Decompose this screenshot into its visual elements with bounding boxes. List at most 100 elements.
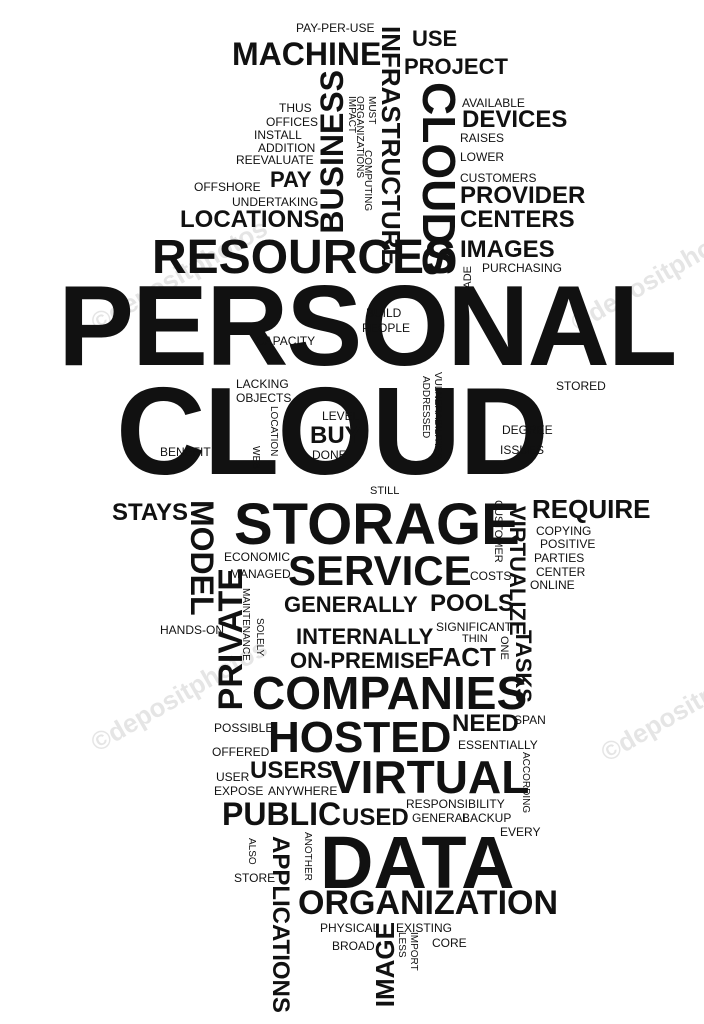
word-virtualize: VIRTUALIZE xyxy=(505,506,530,636)
word-machine: MACHINE xyxy=(232,36,382,72)
word-expose: EXPOSE xyxy=(214,784,264,798)
word-less: LESS xyxy=(396,932,407,958)
word-broad: BROAD xyxy=(332,939,375,953)
word-managed: MANAGED xyxy=(230,567,291,581)
word-customers: CUSTOMERS xyxy=(460,171,537,185)
word-buy: BUY xyxy=(310,422,361,449)
word-image: IMAGE xyxy=(370,922,400,1008)
word-internally: INTERNALLY xyxy=(296,624,434,649)
word-lower: LOWER xyxy=(460,150,505,164)
word-responsibility: RESPONSIBILITY xyxy=(406,797,505,811)
word-capacity: CAPACITY xyxy=(256,334,316,348)
word-positive: POSITIVE xyxy=(540,537,596,551)
word-devices: DEVICES xyxy=(462,106,568,133)
word-backup: BACKUP xyxy=(462,811,512,825)
word-provider: PROVIDER xyxy=(460,182,586,209)
word-available: AVAILABLE xyxy=(462,96,525,110)
word-purchasing: PURCHASING xyxy=(482,261,563,275)
word-web: WEB xyxy=(250,446,261,469)
word-possible: POSSIBLE xyxy=(214,721,274,735)
word-general: GENERAL xyxy=(412,811,470,825)
word-on-premise: ON-PREMISE xyxy=(290,648,430,673)
word-lacking: LACKING xyxy=(236,377,289,391)
word-reevaluate: REEVALUATE xyxy=(236,153,314,167)
word-cloud: CLOUD xyxy=(116,363,549,501)
word-import: IMPORT xyxy=(408,932,419,971)
word-done: DONE xyxy=(312,448,347,462)
word-use: USE xyxy=(412,26,458,51)
word-centers: CENTERS xyxy=(460,206,575,233)
word-stored: STORED xyxy=(556,379,606,393)
word-economic: ECONOMIC xyxy=(224,550,290,564)
word-span: SPAN xyxy=(514,713,546,727)
word-center: CENTER xyxy=(536,565,586,579)
watermark: ©depositphotos xyxy=(595,642,704,768)
word-thin: THIN xyxy=(462,633,488,645)
word-objects: OBJECTS xyxy=(236,391,292,405)
word-costs: COSTS xyxy=(470,569,512,583)
word-companies: COMPANIES xyxy=(252,667,528,719)
word-tasks: TASKS xyxy=(511,630,536,703)
word-vulnerabilities: VULNERABILITIES xyxy=(432,372,443,460)
word-also: ALSO xyxy=(246,838,257,865)
word-require: REQUIRE xyxy=(532,494,651,524)
word-need: NEED xyxy=(452,710,519,737)
word-copying: COPYING xyxy=(536,524,592,538)
word-hands-on: HANDS-ON xyxy=(160,623,225,637)
word-people: PEOPLE xyxy=(362,321,411,335)
word-physical: PHYSICAL xyxy=(320,921,380,935)
word-hosted: HOSTED xyxy=(268,713,452,762)
word-personal: PERSONAL xyxy=(58,263,677,390)
word-images: IMAGES xyxy=(460,236,555,263)
word-business: BUSINESS xyxy=(314,70,350,234)
word-customer: CUSTOMER xyxy=(492,500,504,563)
word-according: ACCORDING xyxy=(520,752,531,814)
word-user: USER xyxy=(216,770,250,784)
word-thus: THUS xyxy=(279,101,312,115)
word-addition: ADDITION xyxy=(258,141,316,155)
word-level: LEVEL xyxy=(322,409,360,423)
word-pay: PAY xyxy=(270,167,312,192)
word-storage: STORAGE xyxy=(234,492,520,557)
word-locations: LOCATIONS xyxy=(180,206,320,233)
word-organizations: ORGANIZATIONS xyxy=(354,96,365,179)
word-organization: ORGANIZATION xyxy=(298,884,559,922)
word-another: ANOTHER xyxy=(302,832,313,881)
word-generally: GENERALLY xyxy=(284,592,418,617)
word-clouds: CLOUDS xyxy=(413,82,465,277)
word-solely: SOLELY xyxy=(254,618,265,657)
word-service: SERVICE xyxy=(288,547,472,594)
word-build: BUILD xyxy=(366,306,402,320)
word-every: EVERY xyxy=(500,825,541,839)
word-infrastructure: INFRASTRUCTURE xyxy=(376,26,406,266)
word-undertaking: UNDERTAKING xyxy=(232,195,319,209)
word-pay-per-use: PAY-PER-USE xyxy=(296,21,375,35)
word-significant: SIGNIFICANT xyxy=(436,620,513,634)
word-computing: COMPUTING xyxy=(362,150,373,212)
word-pools: POOLS xyxy=(430,590,515,617)
word-essentially: ESSENTIALLY xyxy=(458,738,538,752)
word-online: ONLINE xyxy=(530,578,575,592)
word-addressed: ADDRESSED xyxy=(420,376,431,439)
word-resources: RESOURCES xyxy=(152,231,457,284)
word-offices: OFFICES xyxy=(266,115,319,129)
word-parties: PARTIES xyxy=(534,551,585,565)
word-stays: STAYS xyxy=(112,499,189,526)
word-maintenance: MAINTENANCE xyxy=(240,588,251,661)
word-impact: IMPACT xyxy=(346,96,357,134)
word-benefit: BENEFIT xyxy=(160,445,211,459)
word-project: PROJECT xyxy=(404,54,508,79)
word-core: CORE xyxy=(432,936,467,950)
word-must: MUST xyxy=(366,96,377,125)
word-offered: OFFERED xyxy=(212,745,270,759)
word-used: USED xyxy=(342,804,409,831)
word-anywhere: ANYWHERE xyxy=(268,784,338,798)
word-model: MODEL xyxy=(184,500,220,616)
word-one: ONE xyxy=(498,636,510,660)
word-fact: FACT xyxy=(428,642,496,672)
word-degree: DEGREE xyxy=(502,423,553,437)
word-still: STILL xyxy=(370,485,400,497)
word-existing: EXISTING xyxy=(396,921,453,935)
word-public: PUBLIC xyxy=(222,796,342,832)
